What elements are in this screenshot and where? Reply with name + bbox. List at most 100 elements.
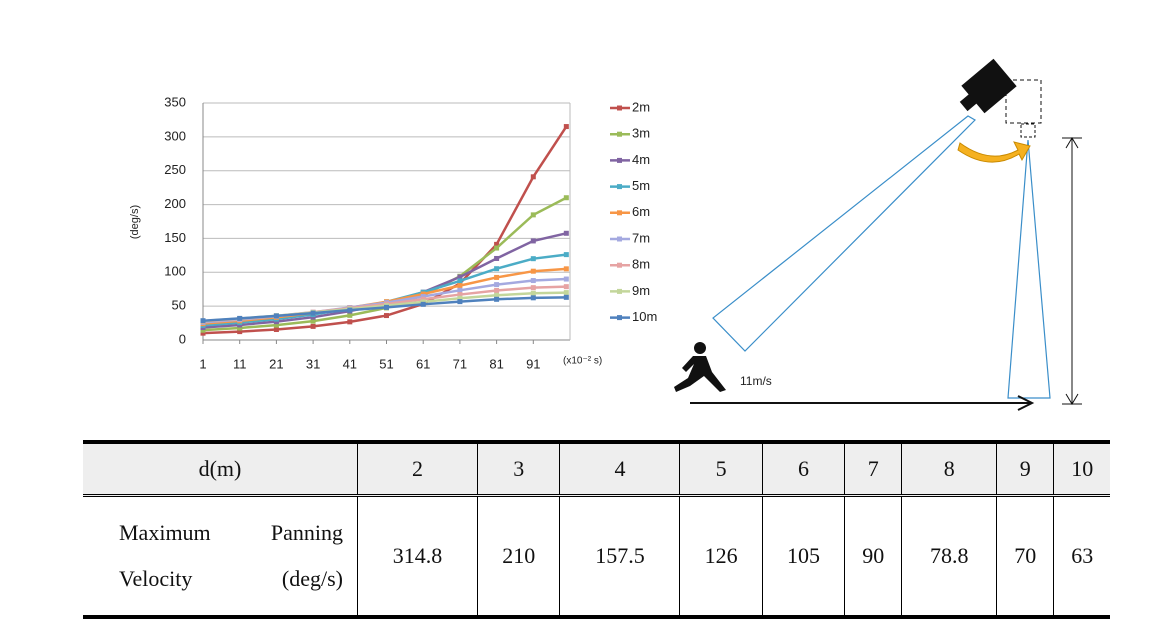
x-tick-label: 81 [489, 356, 503, 371]
point [237, 325, 243, 331]
table-cell: 78.8 [901, 495, 997, 619]
legend-marker [617, 105, 622, 111]
legend-label: 8m [632, 257, 650, 272]
point [494, 288, 500, 294]
y-tick-label: 50 [172, 298, 186, 313]
camera-lens [959, 92, 979, 112]
header-cell: 6 [761, 440, 845, 497]
point [530, 238, 536, 244]
point [530, 290, 536, 296]
table: d(m) 2 3 4 5 6 7 8 9 10 Maximum Panning Velocity … [83, 440, 1110, 619]
point [530, 174, 536, 180]
table-cell: 210 [477, 495, 560, 619]
point [457, 278, 463, 284]
x-tick-label: 71 [453, 356, 467, 371]
point [494, 282, 500, 288]
y-tick-label: 250 [164, 162, 186, 177]
legend-marker [617, 210, 622, 216]
point [200, 318, 206, 324]
header-cell: 4 [559, 440, 680, 497]
point [530, 268, 536, 274]
point [237, 329, 243, 335]
point [494, 274, 500, 280]
speed-label: 11m/s [740, 374, 772, 388]
path-arrowhead [1017, 395, 1035, 411]
legend-label: 4m [632, 152, 650, 167]
point [420, 291, 426, 297]
point [457, 287, 463, 293]
point [563, 195, 569, 201]
height-arrow [1065, 393, 1079, 405]
lens-ghost [1020, 123, 1036, 138]
point [310, 323, 316, 329]
header-cell: 3 [477, 440, 560, 497]
legend-label: 3m [632, 126, 650, 141]
header-row: d(m) 2 3 4 5 6 7 8 9 10 [83, 440, 1110, 497]
point [494, 245, 500, 251]
table-cell: 105 [761, 495, 845, 619]
point [563, 276, 569, 282]
point [563, 124, 569, 130]
legend-label: 5m [632, 178, 650, 193]
legend-marker [617, 315, 622, 321]
point [563, 290, 569, 296]
point [457, 295, 463, 301]
x-tick-label: 61 [416, 356, 430, 371]
header-cell: 8 [901, 440, 997, 497]
x-tick-label: 31 [306, 356, 320, 371]
point [310, 318, 316, 324]
legend-label: 2m [632, 99, 650, 114]
point [273, 327, 279, 333]
point [457, 274, 463, 280]
x-tick-label: 21 [269, 356, 283, 371]
legend-marker [617, 288, 622, 294]
legend-label: 6m [632, 204, 650, 219]
y-axis-title: (deg/s) [129, 205, 141, 239]
point [310, 310, 316, 316]
header-cell: d(m) [83, 440, 358, 497]
point [420, 294, 426, 300]
point [347, 312, 353, 318]
legend-marker [617, 262, 622, 268]
point [273, 313, 279, 319]
x-tick-label: 91 [526, 356, 540, 371]
point [563, 230, 569, 236]
x-tick-label: 41 [343, 356, 357, 371]
point [530, 212, 536, 218]
y-tick-label: 350 [164, 94, 186, 109]
legend: 2m 3m 4m 5m 6m 7m 8m 9m 10m [610, 99, 657, 324]
point [273, 319, 279, 325]
diagram: 11m/s [674, 58, 1082, 411]
point [347, 307, 353, 313]
point [494, 266, 500, 272]
table-cell: 314.8 [356, 495, 478, 619]
point [457, 292, 463, 298]
height-arrow [1065, 137, 1079, 149]
point [237, 315, 243, 321]
table-cell: 157.5 [559, 495, 680, 619]
header-cell: 9 [996, 440, 1054, 497]
point [420, 301, 426, 307]
legend-label: 9m [632, 283, 650, 298]
point [530, 285, 536, 291]
point [563, 284, 569, 290]
legend-marker [617, 131, 622, 137]
table-cell: 70 [996, 495, 1054, 619]
table-cell: 126 [679, 495, 763, 619]
header-cell: 10 [1053, 440, 1110, 497]
point [273, 322, 279, 328]
view-cone-start [712, 115, 976, 352]
header-cell: 7 [844, 440, 902, 497]
point [494, 255, 500, 261]
y-tick-label: 0 [179, 331, 186, 346]
header-cell: 5 [679, 440, 763, 497]
point [494, 241, 500, 247]
table-cell: 63 [1053, 495, 1110, 619]
y-tick-label: 200 [164, 196, 186, 211]
y-tick-label: 100 [164, 264, 186, 279]
table-cell: Maximum Panning Velocity (deg/s) [83, 495, 358, 619]
x-tick-label: 1 [199, 356, 206, 371]
point [420, 296, 426, 302]
x-tick-label: 51 [379, 356, 393, 371]
